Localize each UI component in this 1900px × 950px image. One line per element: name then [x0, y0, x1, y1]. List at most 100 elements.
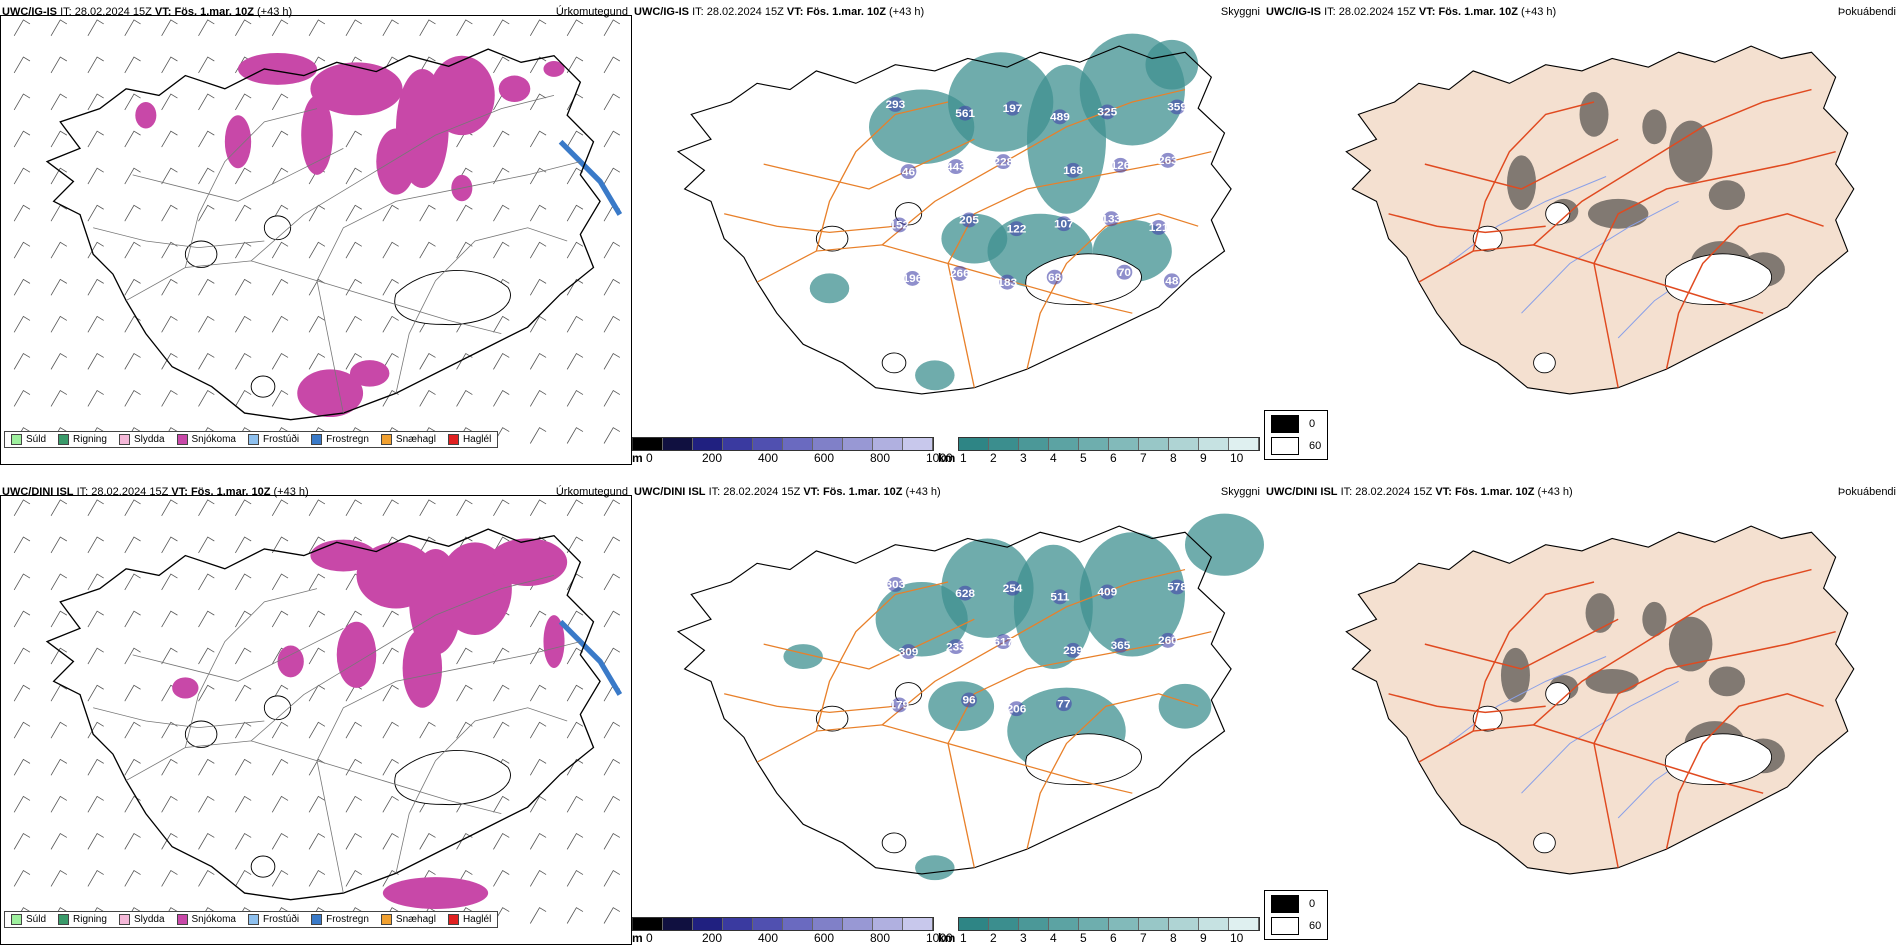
- cloudbase-tick: 1000: [926, 931, 953, 945]
- glacier-outline: [1472, 705, 1503, 732]
- fog-swatch: [1271, 437, 1299, 455]
- fog-legend-label: 60: [1309, 440, 1322, 452]
- wind-barb: [161, 93, 178, 111]
- visibility-map[interactable]: 303 628 254 511 409 578 309 233 617 299 365 260 179 9…: [632, 495, 1264, 905]
- wind-barb: [13, 573, 31, 591]
- wind-barb: [382, 278, 399, 296]
- glacier-outline: [250, 375, 276, 398]
- visibility-tick: 6: [1110, 931, 1117, 945]
- valid-time: Fös. 1.mar. 10Z: [1454, 486, 1535, 498]
- precip-map-svg: [13, 499, 623, 924]
- wind-barb: [271, 315, 289, 333]
- fog-map[interactable]: [1304, 495, 1884, 905]
- wind-barb: [308, 204, 326, 222]
- cloud-base-label: 303: [885, 579, 905, 591]
- wind-barb: [345, 167, 362, 185]
- wind-barb: [566, 610, 584, 628]
- wind-barb: [124, 684, 141, 702]
- wind-barb: [529, 721, 547, 739]
- wind-barb: [345, 352, 362, 370]
- wind-barb: [529, 19, 547, 37]
- wind-barb: [566, 758, 584, 776]
- wind-barb: [124, 241, 141, 259]
- wind-barb: [50, 795, 68, 813]
- road-line: [1593, 743, 1619, 868]
- wind-barb: [308, 315, 326, 333]
- wind-barb: [124, 352, 141, 370]
- wind-barb: [345, 499, 362, 517]
- road-line: [947, 743, 975, 868]
- wind-barb: [456, 204, 473, 222]
- cloud-base-label: 260: [1158, 635, 1178, 647]
- road-line: [815, 101, 949, 252]
- wind-barb: [603, 315, 621, 333]
- wind-barb: [87, 721, 104, 739]
- wind-barb: [87, 278, 104, 296]
- wind-barb: [50, 499, 68, 517]
- wind-barb: [566, 499, 584, 517]
- wind-barb: [271, 610, 289, 628]
- wind-barb: [308, 870, 326, 887]
- wind-barb: [161, 832, 178, 850]
- wind-barb: [87, 832, 104, 850]
- glacier-outline: [184, 240, 218, 268]
- wind-barb: [308, 241, 326, 259]
- valid-time: Fös. 1.mar. 10Z: [822, 486, 903, 498]
- wind-barb: [603, 647, 621, 665]
- road-line: [316, 641, 581, 761]
- precip-map[interactable]: [0, 495, 632, 945]
- wind-barb: [529, 832, 547, 850]
- wind-barb: [419, 241, 436, 259]
- glacier-outline: [184, 720, 218, 748]
- wind-barb: [50, 870, 68, 887]
- wind-barb: [161, 315, 178, 333]
- glacier-outline: [1533, 352, 1556, 374]
- model-name: UWC/DINI ISL: [1266, 486, 1338, 498]
- wind-barb: [271, 758, 289, 776]
- wind-barb: [161, 56, 178, 74]
- road-line: [132, 147, 344, 202]
- cloud-base-marker: [948, 639, 964, 655]
- wind-barb: [271, 93, 289, 111]
- wind-barb: [529, 315, 547, 333]
- wind-barb: [198, 390, 215, 407]
- legend-item: Súld: [5, 912, 52, 927]
- cloud-base-label: 68: [1048, 272, 1062, 284]
- wind-barb: [345, 795, 362, 813]
- snow-area: [402, 628, 443, 708]
- wind-barb: [529, 610, 547, 628]
- cloud-base-marker: [999, 274, 1016, 290]
- legend-label: Snjókoma: [191, 914, 236, 925]
- visibility-colorbar: [958, 437, 1260, 451]
- precip-map[interactable]: [0, 15, 632, 465]
- snow-area: [297, 369, 364, 418]
- wind-barb: [235, 278, 252, 296]
- road-line: [184, 588, 318, 748]
- variable-name: Skyggni: [1220, 486, 1260, 498]
- wind-barb: [603, 536, 621, 554]
- cloud-base-marker: [1169, 579, 1185, 595]
- fog-swatch: [1271, 917, 1299, 935]
- road-line: [184, 108, 318, 268]
- init-time-label: IT:: [76, 486, 89, 498]
- road-line: [1388, 213, 1546, 234]
- wind-barb: [382, 684, 399, 702]
- cloud-base-marker: [900, 644, 917, 659]
- visibility-map[interactable]: 293 561 197 489 325 359 46 443 228 168 126 263 152 20…: [632, 15, 1264, 425]
- legend-item: Frostúði: [242, 912, 305, 927]
- wind-barb: [13, 870, 31, 887]
- wind-barb: [235, 573, 252, 591]
- wind-barb: [198, 278, 215, 296]
- wind-barb: [13, 721, 31, 739]
- road-line: [1593, 263, 1619, 388]
- wind-barb: [161, 573, 178, 591]
- wind-barb: [13, 832, 31, 850]
- fog-map[interactable]: [1304, 15, 1884, 425]
- wind-barb: [13, 536, 31, 554]
- wind-barb: [529, 390, 547, 407]
- fog-legend: 0 60: [1264, 410, 1329, 460]
- fog-legend-row: 60: [1271, 917, 1321, 935]
- cloud-base-marker: [1169, 99, 1185, 115]
- legend-item: Slydda: [113, 432, 171, 447]
- legend-label: Rigning: [73, 434, 107, 445]
